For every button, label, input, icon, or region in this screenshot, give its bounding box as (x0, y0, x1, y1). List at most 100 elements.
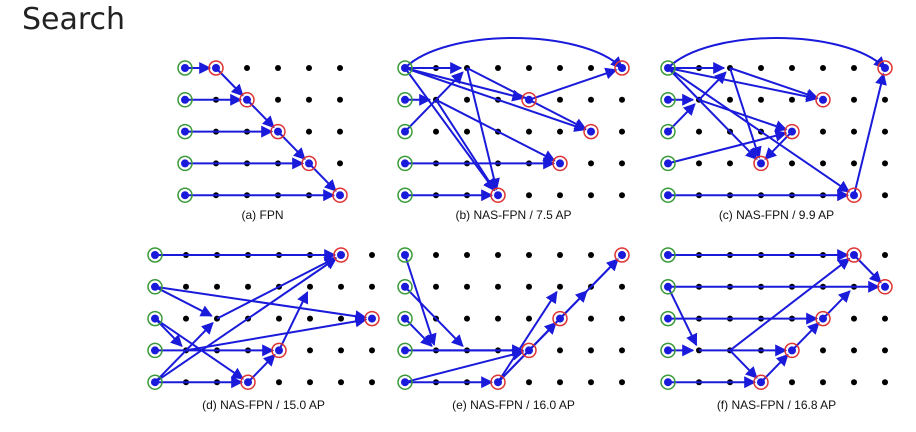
node (882, 192, 888, 199)
edge (729, 67, 819, 101)
input-node (397, 279, 413, 295)
node (244, 65, 250, 71)
input-dot (401, 251, 409, 259)
node (433, 283, 439, 290)
input-node (397, 247, 413, 263)
edge (791, 322, 820, 352)
input-dot (401, 64, 409, 72)
node (433, 128, 439, 135)
output-node (301, 155, 317, 172)
node (307, 379, 313, 386)
edge (404, 348, 525, 384)
output-node (846, 187, 862, 203)
input-node (397, 374, 413, 390)
edge (154, 285, 368, 323)
output-node (552, 310, 568, 327)
node (526, 315, 532, 322)
node (882, 96, 888, 103)
input-node (177, 187, 193, 203)
edge (278, 291, 309, 351)
input-node (660, 342, 676, 359)
node (619, 192, 625, 199)
node (495, 283, 501, 290)
panel-caption: (e) NAS-FPN / 16.0 AP (452, 398, 575, 412)
node (588, 96, 594, 103)
output-node (332, 187, 348, 203)
node (526, 65, 532, 71)
node (851, 65, 857, 71)
output-node (815, 310, 831, 327)
output-node (583, 123, 599, 140)
node (696, 128, 702, 135)
node (820, 65, 826, 71)
input-dot (181, 191, 189, 200)
output-node (753, 155, 769, 172)
input-dot (181, 127, 189, 136)
input-node (147, 247, 163, 263)
input-node (660, 187, 676, 203)
output-node (271, 342, 287, 359)
edge (853, 254, 882, 284)
node (851, 315, 857, 322)
input-node (147, 310, 163, 327)
output-dot (525, 95, 533, 104)
node (369, 283, 375, 290)
input-dot (664, 251, 672, 259)
input-dot (401, 95, 409, 104)
node (619, 128, 625, 135)
node (306, 128, 312, 135)
output-node (490, 374, 506, 390)
input-node (660, 374, 676, 390)
node (245, 283, 251, 290)
node (588, 347, 594, 354)
input-dot (401, 378, 409, 387)
output-node (784, 123, 800, 140)
node (276, 315, 282, 322)
edge (853, 72, 887, 196)
edge (154, 317, 183, 347)
node (851, 160, 857, 167)
node (306, 65, 312, 71)
edge (435, 98, 556, 162)
edge (435, 99, 496, 192)
node (306, 96, 312, 103)
input-node (397, 342, 413, 359)
input-dot (664, 159, 672, 168)
output-dot (618, 64, 626, 72)
output-dot (305, 159, 313, 168)
output-dot (618, 251, 626, 259)
edge (822, 290, 851, 320)
input-node (660, 123, 676, 140)
node (820, 128, 826, 135)
input-dot (664, 95, 672, 104)
output-dot (274, 127, 282, 136)
node (338, 315, 344, 322)
input-dot (181, 64, 189, 72)
node (619, 96, 625, 103)
node (851, 96, 857, 103)
node (588, 192, 594, 199)
input-node (660, 247, 676, 263)
output-node (614, 247, 630, 263)
output-dot (819, 95, 827, 104)
edge (308, 162, 337, 192)
node (495, 315, 501, 322)
input-node (397, 155, 413, 172)
node (619, 347, 625, 354)
node (882, 128, 888, 135)
edge (404, 286, 464, 347)
edge (466, 67, 500, 191)
node (183, 315, 189, 322)
node (882, 252, 888, 258)
edge (698, 71, 727, 101)
node (619, 379, 625, 386)
panel-caption: (d) NAS-FPN / 15.0 AP (202, 398, 325, 412)
input-dot (401, 314, 409, 323)
edge (246, 99, 275, 129)
edge (590, 258, 619, 288)
node (369, 252, 375, 258)
input-dot (401, 191, 409, 200)
node (619, 315, 625, 322)
nas-fpn-diagram: (e) NAS-FPN / 16.0 AP (397, 247, 630, 412)
nas-fpn-diagram: (f) NAS-FPN / 16.8 AP (660, 247, 893, 412)
